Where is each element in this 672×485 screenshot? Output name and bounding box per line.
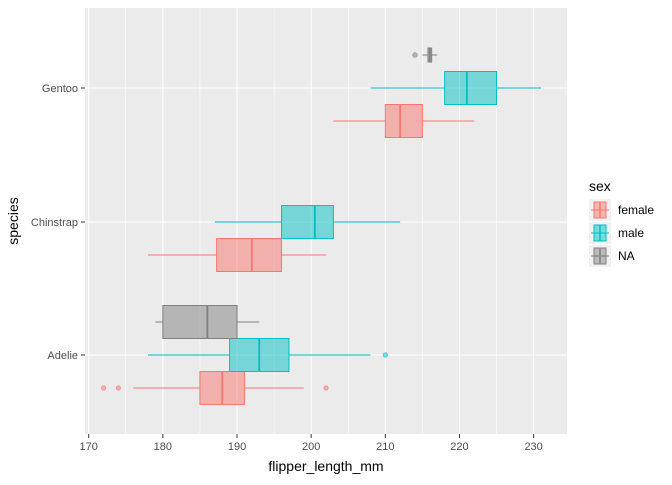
- box-iqr: [384, 104, 423, 138]
- box-NA-adelie: [155, 305, 260, 339]
- legend-title: sex: [589, 178, 611, 194]
- outlier-point: [323, 385, 329, 391]
- legend-label: male: [618, 226, 644, 240]
- y-axis-ticks: Adelie Chinstrap Gentoo: [31, 83, 85, 362]
- legend-key-na: [589, 245, 611, 267]
- outlier-point: [100, 385, 107, 391]
- box-iqr: [444, 71, 498, 105]
- x-tick-label: 220: [450, 441, 468, 453]
- box-iqr: [216, 238, 283, 272]
- y-tick-label: Adelie: [47, 350, 78, 362]
- box-NA-gentoo: [412, 47, 438, 63]
- box-female-gentoo: [333, 104, 475, 138]
- legend-label: NA: [618, 249, 635, 263]
- x-tick-label: 180: [154, 441, 172, 453]
- x-tick-label: 170: [80, 441, 98, 453]
- box-female-adelie: [100, 371, 329, 405]
- outlier-point: [412, 52, 418, 58]
- y-tick-label: Chinstrap: [31, 217, 78, 229]
- legend-label: female: [618, 203, 654, 217]
- x-tick-label: 230: [524, 441, 542, 453]
- box-male-adelie: [148, 338, 389, 372]
- x-tick-label: 190: [228, 441, 246, 453]
- y-tick-label: Gentoo: [42, 83, 78, 95]
- minor-gridlines: [125, 8, 497, 434]
- box-male-chinstrap: [214, 205, 401, 239]
- box-iqr: [281, 205, 334, 239]
- legend-key-female: [589, 199, 611, 221]
- x-tick-label: 200: [302, 441, 320, 453]
- legend-key-male: [589, 222, 611, 244]
- outlier-point: [382, 352, 389, 358]
- y-axis-title: species: [5, 197, 21, 244]
- boxes-layer: [100, 47, 542, 405]
- x-axis-ticks: 170 180 190 200 210 220 230: [80, 434, 543, 453]
- x-axis-title: flipper_length_mm: [268, 458, 383, 474]
- box-female-chinstrap: [148, 238, 326, 272]
- box-male-gentoo: [370, 71, 542, 105]
- legend: sex female male NA: [589, 178, 654, 267]
- box-iqr: [162, 305, 238, 339]
- outlier-point: [115, 385, 122, 391]
- x-tick-label: 210: [376, 441, 394, 453]
